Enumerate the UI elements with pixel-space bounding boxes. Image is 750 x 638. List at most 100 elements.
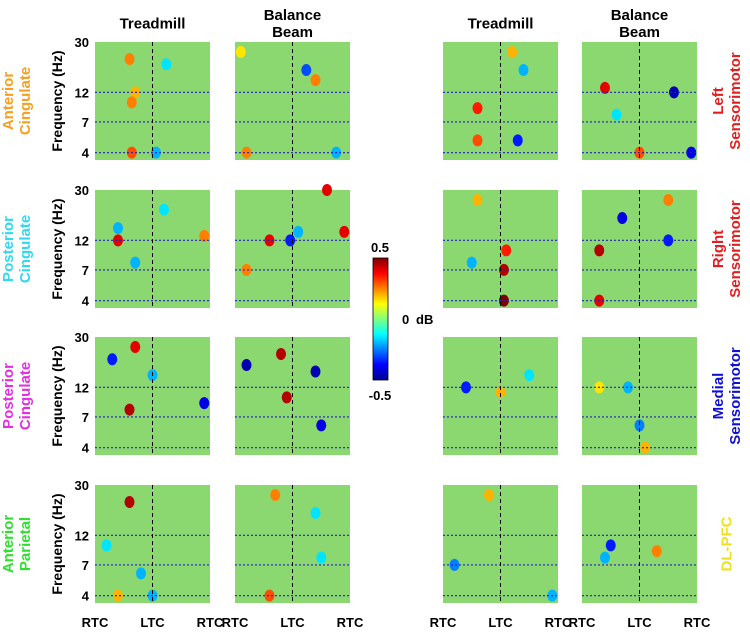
row-label-right: DL-PFC — [718, 516, 736, 572]
power-blob — [161, 58, 172, 71]
x-tick-label: RTC — [430, 615, 457, 630]
power-blob — [130, 341, 141, 354]
power-blob — [113, 589, 123, 602]
y-tick-label: 7 — [82, 410, 89, 425]
power-blob — [322, 184, 332, 196]
y-tick-label: 30 — [75, 35, 89, 50]
power-blob — [124, 403, 135, 416]
power-blob — [605, 539, 616, 552]
row-label-right: Medial Sensorimotor — [709, 347, 744, 445]
power-blob — [512, 134, 523, 147]
power-blob — [651, 545, 662, 558]
power-blob — [241, 263, 252, 276]
power-blob — [472, 194, 483, 207]
x-tick-label: LTC — [627, 615, 652, 630]
power-blob — [472, 134, 483, 147]
y-tick-label: 7 — [82, 115, 89, 130]
power-blob — [484, 489, 494, 502]
y-axis-label: Frequency (Hz) — [48, 493, 65, 595]
power-blob — [316, 419, 327, 432]
y-axis-label: Frequency (Hz) — [48, 198, 65, 300]
power-blob — [136, 567, 146, 580]
row-label-left: Anterior Parietal — [0, 514, 34, 574]
y-tick-label: 30 — [75, 330, 89, 345]
y-tick-label: 12 — [75, 233, 89, 248]
power-blob — [495, 386, 506, 399]
column-title: Treadmill — [467, 15, 534, 33]
power-blob — [159, 203, 169, 216]
power-blob — [617, 212, 628, 225]
x-tick-label: RTC — [82, 615, 109, 630]
power-blob — [293, 225, 304, 238]
power-blob — [241, 359, 252, 372]
power-blob — [524, 369, 535, 382]
power-blob — [270, 489, 281, 502]
power-blob — [634, 419, 645, 432]
y-axis-label: Frequency (Hz) — [48, 50, 65, 152]
column-title: Balance Beam — [263, 6, 322, 41]
power-blob — [130, 256, 141, 269]
power-blob — [107, 353, 118, 366]
power-blob — [501, 244, 512, 257]
power-blob — [241, 146, 252, 159]
power-blob — [518, 64, 529, 77]
colorbar — [372, 257, 389, 381]
power-blob — [276, 348, 286, 361]
y-tick-label: 4 — [82, 589, 90, 604]
row-label-left: Posterior Cingulate — [0, 214, 34, 284]
y-tick-label: 30 — [75, 478, 89, 493]
power-blob — [113, 222, 123, 235]
power-blob — [594, 244, 605, 257]
power-blob — [281, 391, 292, 404]
power-blob — [461, 381, 471, 394]
power-blob — [235, 46, 246, 59]
power-blob — [640, 441, 651, 454]
power-blob — [449, 558, 460, 571]
power-blob — [310, 74, 321, 87]
power-blob — [310, 507, 321, 520]
row-label-right: Left Sensorimotor — [709, 52, 744, 150]
y-tick-label: 12 — [75, 85, 89, 100]
power-blob — [113, 234, 123, 247]
x-tick-label: RTC — [197, 615, 224, 630]
row-label-left: Anterior Cingulate — [0, 66, 34, 136]
colorbar-tick-label: 0 — [402, 312, 409, 327]
colorbar-label: dB — [416, 312, 433, 327]
power-blob — [126, 96, 137, 109]
y-tick-label: 4 — [82, 294, 90, 309]
y-tick-label: 30 — [75, 183, 89, 198]
power-blob — [264, 589, 275, 602]
column-title: Treadmill — [119, 15, 186, 33]
x-tick-label: LTC — [280, 615, 305, 630]
y-tick-label: 4 — [82, 146, 90, 161]
power-blob — [600, 81, 610, 94]
column-title: Balance Beam — [610, 6, 669, 41]
power-blob — [472, 102, 483, 115]
power-blob — [339, 225, 350, 238]
power-blob — [124, 496, 135, 509]
power-blob — [663, 234, 674, 247]
power-blob — [466, 256, 477, 269]
y-tick-label: 4 — [82, 441, 90, 456]
power-blob — [264, 234, 275, 247]
x-tick-label: RTC — [337, 615, 364, 630]
x-tick-label: RTC — [545, 615, 572, 630]
power-blob — [611, 108, 622, 121]
x-tick-label: RTC — [222, 615, 249, 630]
row-label-right: Right Sensorimotor — [709, 200, 744, 298]
power-blob — [199, 397, 210, 410]
power-blob — [310, 365, 321, 378]
power-blob — [600, 551, 610, 564]
x-tick-label: RTC — [569, 615, 596, 630]
x-tick-label: LTC — [140, 615, 165, 630]
power-blob — [199, 229, 210, 242]
power-blob — [285, 234, 296, 247]
y-tick-label: 12 — [75, 380, 89, 395]
power-blob — [316, 551, 327, 564]
y-axis-label: Frequency (Hz) — [48, 345, 65, 447]
y-tick-label: 7 — [82, 558, 89, 573]
row-label-left: Posterior Cingulate — [0, 361, 34, 431]
colorbar-tick-label: -0.5 — [369, 388, 391, 403]
colorbar-tick-label: 0.5 — [371, 240, 389, 255]
